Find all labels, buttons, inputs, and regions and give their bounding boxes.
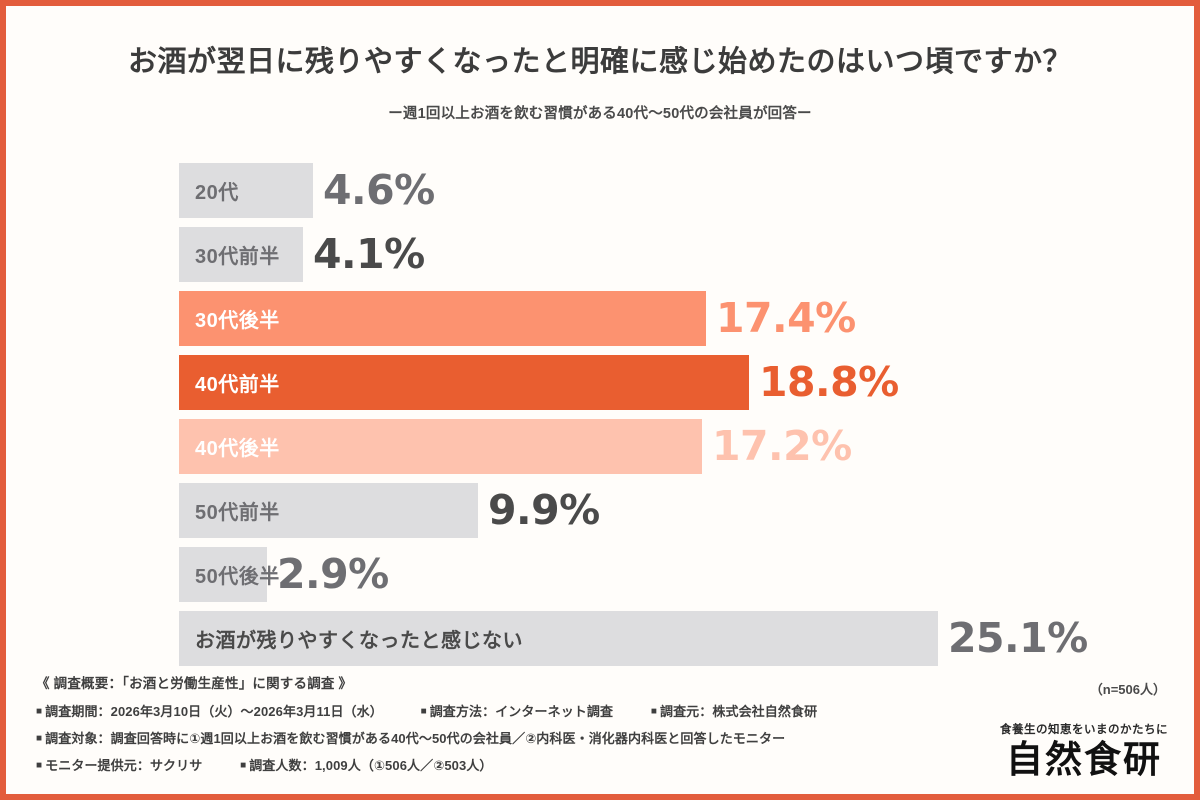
bar-value-label: 25.1% — [948, 613, 1088, 662]
footer-source-text: 調査元：株式会社自然食研 — [659, 704, 818, 719]
footer-item-period: ■ 調査期間：2026年3月10日（火）～2026年3月11日（水） — [36, 701, 383, 720]
bar: 30代後半 — [179, 290, 706, 346]
bar-value-label: 17.2% — [712, 421, 852, 470]
bar-row: お酒が残りやすくなったと感じない 25.1% — [179, 606, 1179, 670]
survey-summary-footer: 《 調査概要：「お酒と労働生産性」に関する調査 》 ■ 調査期間：2026年3月1… — [36, 672, 966, 782]
footer-item-source: ■ 調査元：株式会社自然食研 — [651, 701, 817, 720]
footer-item-respondent-count: ■ 調査人数：1,009人（①506人／②503人） — [240, 755, 492, 774]
footer-heading: 《 調査概要：「お酒と労働生産性」に関する調査 》 — [36, 676, 353, 691]
sample-size-note: （n=506人） — [1089, 682, 1166, 697]
bar-chart: 20代 4.6% 30代前半 4.1% 30代後半 17.4% 40代前半 18.8% 40代後… — [179, 158, 1179, 670]
bar: 50代前半 — [179, 482, 478, 538]
footer-item-target: ■ 調査対象：調査回答時に①週1回以上お酒を飲む習慣がある40代～50代の会社員／… — [36, 728, 785, 747]
footer-respondent-count-text: 調査人数：1,009人（①506人／②503人） — [249, 758, 493, 773]
bar-category-label: お酒が残りやすくなったと感じない — [195, 629, 523, 652]
logo-name: 自然食研 — [1006, 737, 1162, 781]
bar-row: 30代後半 17.4% — [179, 286, 1179, 350]
bullet-icon: ■ — [420, 706, 427, 717]
bar-value-label: 4.1% — [313, 229, 425, 278]
bullet-icon: ■ — [650, 706, 657, 717]
bullet-icon: ■ — [36, 733, 43, 744]
bar-row: 30代前半 4.1% — [179, 222, 1179, 286]
bar-category-label: 20代 — [195, 181, 239, 204]
bar-category-label: 30代後半 — [195, 309, 280, 332]
bar-value-label: 4.6% — [323, 165, 435, 214]
bar-category-label: 50代前半 — [195, 501, 280, 524]
footer-line-target: ■ 調査対象：調査回答時に①週1回以上お酒を飲む習慣がある40代～50代の会社員／… — [36, 728, 966, 747]
bar-row: 20代 4.6% — [179, 158, 1179, 222]
bullet-icon: ■ — [240, 760, 247, 771]
bar-row: 50代前半 9.9% — [179, 478, 1179, 542]
bar-category-label: 40代前半 — [195, 373, 280, 396]
bar-row: 50代後半 2.9% — [179, 542, 1179, 606]
bar-value-label: 2.9% — [277, 549, 389, 598]
bar-row: 40代前半 18.8% — [179, 350, 1179, 414]
bar: 20代 — [179, 162, 313, 218]
bar: お酒が残りやすくなったと感じない — [179, 610, 938, 666]
bar-row: 40代後半 17.2% — [179, 414, 1179, 478]
bar-value-label: 17.4% — [716, 293, 856, 342]
bullet-icon: ■ — [36, 760, 43, 771]
bar: 40代後半 — [179, 418, 702, 474]
bar-category-label: 30代前半 — [195, 245, 280, 268]
footer-item-monitor-provider: ■ モニター提供元：サクリサ — [36, 755, 202, 774]
bar: 30代前半 — [179, 226, 303, 282]
footer-line-period: ■ 調査期間：2026年3月10日（火）～2026年3月11日（水） ■ 調査方法：… — [36, 701, 966, 720]
bar-category-label: 40代後半 — [195, 437, 280, 460]
logo-tagline: 食養生の知恵をいまのかたちに — [1000, 724, 1168, 736]
footer-period-text: 調査期間：2026年3月10日（火）～2026年3月11日（水） — [45, 704, 383, 719]
footer-monitor-provider-text: モニター提供元：サクリサ — [45, 758, 203, 773]
page-title: お酒が翌日に残りやすくなったと明確に感じ始めたのはいつ頃ですか？ — [127, 46, 1072, 78]
page-subtitle: ー週1回以上お酒を飲む習慣がある40代～50代の会社員が回答ー — [388, 105, 812, 122]
bar-value-label: 18.8% — [759, 357, 899, 406]
bar: 50代後半 — [179, 546, 279, 602]
bar: 40代前半 — [179, 354, 749, 410]
header: お酒が翌日に残りやすくなったと明確に感じ始めたのはいつ頃ですか？ ー週1回以上お… — [6, 6, 1194, 123]
company-logo: 食養生の知恵をいまのかたちに 自然食研 — [1000, 721, 1168, 778]
footer-target-text: 調査対象：調査回答時に①週1回以上お酒を飲む習慣がある40代～50代の会社員／②… — [45, 731, 786, 746]
bullet-icon: ■ — [36, 706, 43, 717]
footer-item-method: ■ 調査方法：インターネット調査 — [421, 701, 614, 720]
footer-method-text: 調査方法：インターネット調査 — [429, 704, 614, 719]
footer-line-monitor: ■ モニター提供元：サクリサ ■ 調査人数：1,009人（①506人／②503人） — [36, 755, 966, 774]
bar-category-label: 50代後半 — [195, 565, 280, 588]
bar-value-label: 9.9% — [488, 485, 600, 534]
